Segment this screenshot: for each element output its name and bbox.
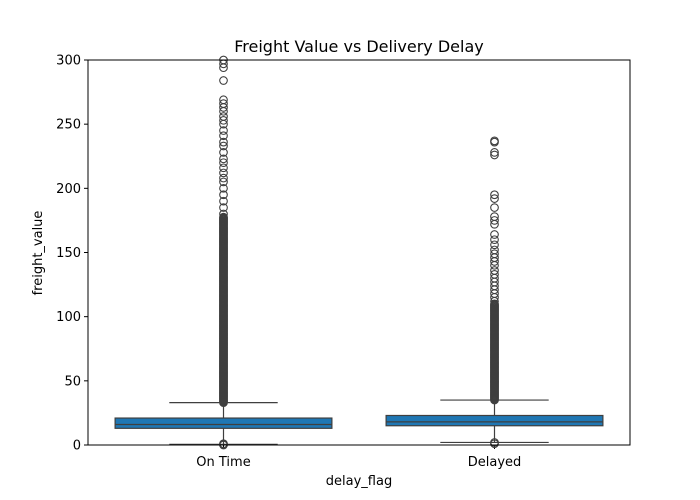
outlier-point — [219, 163, 228, 173]
y-tick-label: 250 — [56, 118, 81, 133]
outlier-point — [490, 266, 499, 275]
outlier-point — [219, 190, 228, 200]
y-tick-label: 100 — [56, 310, 81, 325]
outlier-point — [219, 173, 228, 183]
outlier-point — [490, 240, 499, 250]
x-tick-label: On Time — [196, 455, 250, 470]
outlier-point — [490, 249, 499, 259]
outlier-point — [219, 76, 228, 85]
y-tick-label: 200 — [56, 182, 81, 197]
outlier-point — [490, 148, 499, 157]
outlier-point — [490, 235, 499, 245]
outlier-point — [490, 212, 499, 221]
outlier-point — [219, 95, 228, 105]
outlier-point — [219, 148, 228, 157]
outlier-point — [219, 168, 228, 178]
outlier-point — [219, 112, 228, 121]
outlier-point — [219, 183, 228, 193]
outlier-point — [490, 194, 499, 203]
outlier-point — [219, 115, 228, 125]
outlier-point — [219, 209, 228, 219]
outlier-point — [490, 203, 499, 212]
y-tick-label: 0 — [73, 439, 81, 454]
y-axis-title: freight_value — [31, 211, 46, 296]
outlier-point — [219, 158, 228, 168]
outlier-point — [490, 216, 499, 225]
outlier-point — [490, 150, 499, 160]
outlier-point — [219, 131, 228, 141]
plot-area: 0 50 100 150 200 250 300 On Time Delayed — [56, 54, 631, 470]
box-1 — [385, 414, 604, 427]
outlier-point — [219, 154, 228, 164]
chart-title: Freight Value vs Delivery Delay — [234, 37, 484, 56]
outlier-point — [490, 190, 499, 200]
y-tick-label: 150 — [56, 246, 81, 261]
outlier-point — [219, 99, 228, 108]
outlier-point — [490, 299, 499, 309]
outlier-point — [490, 269, 499, 279]
outlier-point — [219, 137, 228, 147]
y-tick-label: 50 — [64, 374, 81, 389]
outlier-point — [490, 136, 499, 146]
y-tick-label: 300 — [56, 54, 81, 69]
plot-frame-top — [87, 59, 631, 446]
outlier-point — [219, 126, 228, 135]
outlier-point — [219, 177, 228, 187]
outlier-point — [219, 141, 228, 151]
x-tick-label: Delayed — [468, 455, 522, 470]
x-axis-title: delay_flag — [326, 474, 392, 489]
outlier-point — [490, 245, 499, 255]
outlier-point — [219, 203, 228, 212]
outlier-point — [219, 196, 228, 206]
box-0 — [114, 417, 333, 429]
outlier-point — [490, 230, 499, 239]
outlier-point — [219, 212, 228, 222]
